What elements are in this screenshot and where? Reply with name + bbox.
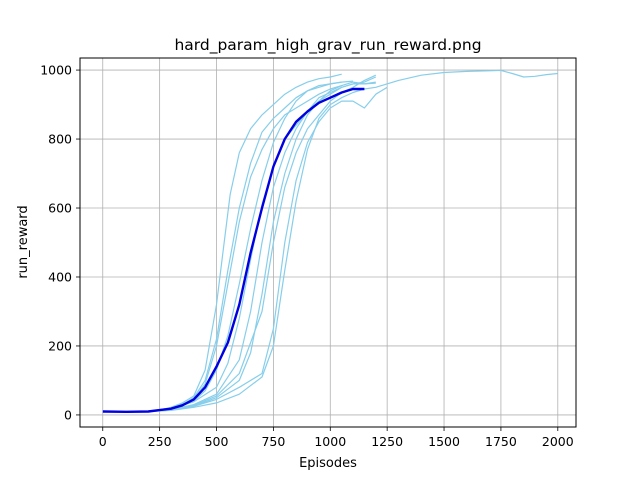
x-tick-label: 500 — [205, 434, 229, 449]
x-tick-label: 0 — [99, 434, 107, 449]
y-tick-label: 0 — [64, 407, 72, 422]
chart-title: hard_param_high_grav_run_reward.png — [174, 36, 481, 55]
x-tick-label: 1000 — [314, 434, 346, 449]
x-tick-label: 750 — [261, 434, 285, 449]
mean-layer — [102, 87, 365, 413]
plot-frame — [79, 57, 577, 428]
x-tick-label: 1250 — [371, 434, 403, 449]
grid-layer — [80, 58, 576, 427]
y-tick-label: 1000 — [40, 63, 72, 78]
y-tick-label: 800 — [48, 132, 72, 147]
y-tick-label: 200 — [48, 338, 72, 353]
x-tick-label: 1500 — [428, 434, 460, 449]
x-tick-label: 250 — [148, 434, 172, 449]
x-tick-label: 2000 — [542, 434, 574, 449]
x-tick-label: 1750 — [485, 434, 517, 449]
ticks-layer: 0 250 500 750 1000 1250 1500 1750 2000 0 200 400 600… — [40, 63, 574, 449]
run-line — [102, 69, 558, 413]
y-tick-label: 600 — [48, 201, 72, 216]
x-axis-title: Episodes — [299, 456, 357, 471]
y-axis-title: run_reward — [16, 205, 31, 278]
mean-run-line — [102, 87, 365, 413]
y-tick-label: 400 — [48, 269, 72, 284]
